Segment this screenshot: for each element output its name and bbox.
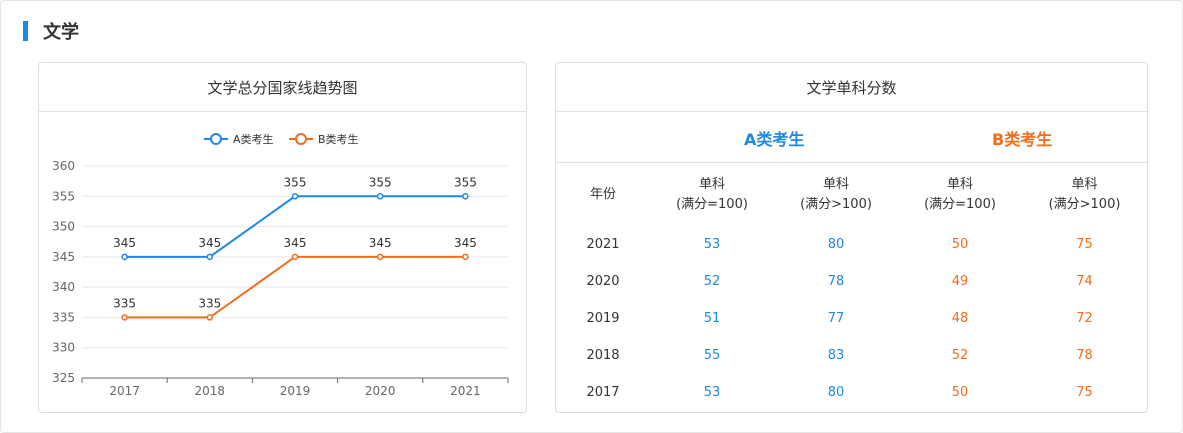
data-label: 335 (198, 296, 221, 310)
section-title: 文学 (43, 22, 79, 43)
data-point (121, 314, 128, 321)
data-point (462, 193, 469, 200)
data-label: 335 (113, 296, 136, 310)
group-header: A类考生 B类考生 (556, 112, 1147, 163)
cell-b-single-over-100: 75 (1076, 385, 1093, 400)
section-accent-bar (23, 21, 28, 41)
data-label: 345 (113, 236, 136, 250)
cell-a-single-over-100: 77 (827, 311, 845, 326)
legend-label: A类考生 (233, 132, 274, 146)
table-row: 2020 52 78 49 74 (556, 263, 1147, 300)
header-a-single-100-line2: (满分=100) (676, 197, 748, 212)
table-row: 2021 53 80 50 75 (556, 226, 1147, 263)
table-row: 2018 55 83 52 78 (556, 337, 1147, 374)
cell-a-single-over-100: 80 (827, 237, 845, 252)
header-a-single-100-line1: 单科 (698, 177, 725, 192)
x-tick-label: 2019 (280, 384, 311, 398)
data-label: 345 (198, 236, 221, 250)
data-point (376, 253, 384, 261)
cell-a-single-over-100: 83 (827, 348, 845, 363)
data-point (462, 253, 469, 261)
cell-a-single-100: 55 (703, 348, 721, 363)
header-b-single-over-100: 单科 (满分>100) (1022, 164, 1147, 226)
trend-chart-card: 文学总分国家线趋势图 325 330 335 340 345 350 355 360 2017 2… (38, 62, 527, 413)
cell-b-single-over-100: 78 (1076, 348, 1093, 363)
y-tick-label: 325 (52, 371, 75, 385)
data-point (206, 253, 214, 261)
cell-year: 2018 (586, 348, 620, 363)
data-label: 355 (284, 175, 307, 189)
header-b-single-100-line2: (满分=100) (924, 197, 996, 212)
cell-b-single-100: 50 (951, 237, 969, 252)
cell-b-single-over-100: 74 (1076, 274, 1093, 289)
data-point (121, 253, 128, 261)
data-point (291, 253, 299, 261)
x-tick-label: 2017 (109, 384, 140, 398)
y-tick-label: 350 (52, 220, 75, 234)
y-tick-label: 345 (52, 250, 75, 264)
legend-marker (295, 133, 307, 145)
data-label: 345 (369, 236, 392, 250)
cell-year: 2021 (586, 237, 620, 252)
cell-b-single-100: 48 (951, 311, 969, 326)
group-a-label: A类考生 (744, 130, 805, 149)
cell-b-single-100: 49 (951, 274, 969, 289)
x-tick-label: 2020 (365, 384, 396, 398)
group-b-label: B类考生 (992, 130, 1053, 149)
section-header: 文学 (23, 19, 79, 43)
header-b-single-100: 单科 (满分=100) (898, 164, 1022, 226)
cell-b-single-over-100: 75 (1076, 237, 1093, 252)
score-table: 年份 单科 (满分=100) 单科 (满分>100) 单科 (满分=100) (556, 164, 1147, 411)
y-tick-label: 330 (52, 341, 75, 355)
data-label: 355 (369, 175, 392, 189)
header-a-single-over-100-line2: (满分>100) (800, 197, 872, 212)
cell-year: 2020 (586, 274, 620, 289)
cell-b-single-100: 52 (951, 348, 969, 363)
header-a-single-over-100-line1: 单科 (822, 177, 849, 192)
table-row: 2017 53 80 50 75 (556, 374, 1147, 411)
data-label: 345 (454, 236, 477, 250)
legend-label: B类考生 (318, 132, 359, 146)
x-tick-label: 2018 (195, 384, 226, 398)
y-tick-label: 340 (52, 280, 75, 294)
cell-year: 2019 (586, 311, 620, 326)
header-b-single-over-100-line2: (满分>100) (1048, 197, 1121, 212)
trend-chart-title: 文学总分国家线趋势图 (39, 63, 526, 112)
header-b-single-100-line1: 单科 (946, 177, 973, 192)
header-a-single-100: 单科 (满分=100) (650, 164, 774, 226)
data-label: 355 (454, 175, 477, 189)
score-card-title: 文学单科分数 (556, 63, 1147, 112)
cell-a-single-over-100: 80 (827, 385, 845, 400)
legend-marker (210, 133, 222, 145)
cell-b-single-100: 50 (951, 385, 969, 400)
data-label: 345 (284, 236, 307, 250)
y-tick-label: 355 (52, 189, 75, 203)
data-point (206, 314, 214, 321)
cell-a-single-100: 52 (703, 274, 721, 289)
x-tick-label: 2021 (450, 384, 481, 398)
cell-year: 2017 (586, 385, 620, 400)
y-tick-label: 335 (52, 310, 75, 324)
header-year: 年份 (589, 187, 616, 202)
cell-b-single-over-100: 72 (1076, 311, 1093, 326)
cell-a-single-100: 53 (703, 385, 721, 400)
cell-a-single-100: 53 (703, 237, 721, 252)
table-row: 2019 51 77 48 72 (556, 300, 1147, 337)
data-point (291, 193, 299, 200)
cell-a-single-100: 51 (703, 311, 721, 326)
header-b-single-over-100-line1: 单科 (1071, 177, 1098, 192)
cell-a-single-over-100: 78 (827, 274, 845, 289)
y-tick-label: 360 (52, 159, 75, 173)
trend-chart: 325 330 335 340 345 350 355 360 2017 2018 2019 2020… (52, 132, 509, 398)
data-point (376, 193, 384, 200)
header-a-single-over-100: 单科 (满分>100) (774, 164, 898, 226)
score-table-header-row: 年份 单科 (满分=100) 单科 (满分>100) 单科 (满分=100) (556, 164, 1147, 226)
score-card: 文学单科分数 A类考生 B类考生 年份 单科 (满分=100) 单科 (满分>1… (555, 62, 1148, 413)
